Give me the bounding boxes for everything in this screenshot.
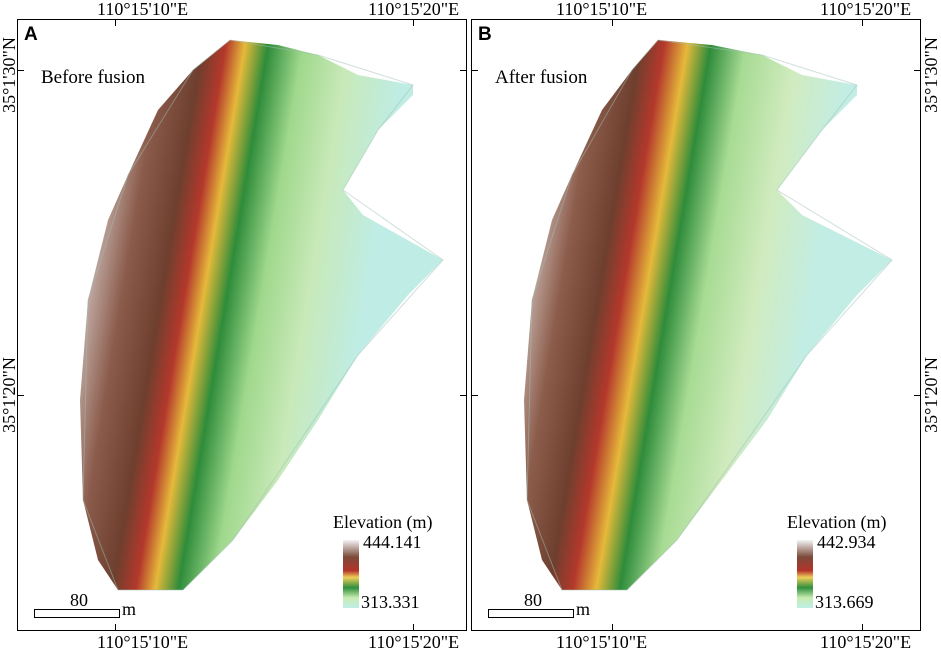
bottom-lon-label-a-right: 110°15'20"E [368, 632, 460, 652]
tick-b-left-upper [472, 70, 478, 71]
tick-a-left-upper [18, 70, 24, 71]
tick-b-top-right [862, 20, 863, 26]
tick-a-top-left [115, 20, 116, 26]
elevation-legend-b: Elevation (m) 442.934 313.669 [787, 512, 912, 622]
panel-letter-a: A [24, 24, 38, 45]
tick-a-bottom-right [413, 624, 414, 630]
tick-a-bottom-left [115, 624, 116, 630]
scale-box-a [34, 609, 120, 618]
panel-letter-b: B [478, 24, 492, 45]
bottom-lon-label-b-left: 110°15'10"E [556, 632, 648, 652]
scale-bar-a: 80 m [34, 590, 144, 620]
terrain-shape-a [80, 40, 443, 590]
lat-label-left-lower: 35°1'20"N [0, 357, 19, 433]
legend-color-ramp-a [343, 540, 359, 608]
legend-min-b: 313.669 [815, 592, 874, 612]
top-lon-label-a-right: 110°15'20"E [368, 0, 460, 19]
legend-title-a: Elevation (m) [333, 512, 433, 532]
panel-before-fusion: A Before fusion Elevation (m) 444.141 31… [17, 19, 467, 631]
legend-min-a: 313.331 [361, 592, 420, 612]
tick-b-top-left [612, 20, 613, 26]
elevation-map-a [80, 39, 444, 591]
bottom-lon-label-a-left: 110°15'10"E [97, 632, 189, 652]
scale-value-a: 80 [70, 590, 88, 610]
top-lon-label-a-left: 110°15'10"E [97, 0, 189, 19]
panel-subtitle-a: Before fusion [41, 67, 145, 88]
scale-unit-a: m [122, 599, 137, 619]
terrain-shape-b [524, 40, 892, 590]
tick-a-left-lower [18, 395, 24, 396]
tick-a-right-lower [460, 395, 466, 396]
legend-max-b: 442.934 [817, 532, 876, 552]
lat-label-mid-lower: 35°1'20"N [921, 357, 941, 433]
elevation-map-b [524, 39, 893, 591]
legend-max-a: 444.141 [363, 532, 422, 552]
legend-color-ramp-b [797, 540, 813, 608]
scale-unit-b: m [576, 599, 591, 619]
top-lon-label-b-left: 110°15'10"E [556, 0, 648, 19]
tick-a-top-right [413, 20, 414, 26]
lat-label-left-upper: 35°1'30"N [0, 37, 19, 113]
tick-a-right-upper [460, 70, 466, 71]
tick-b-left-lower [472, 395, 478, 396]
tick-b-right-lower [914, 395, 920, 396]
panel-after-fusion: B After fusion Elevation (m) 442.934 313… [471, 19, 921, 631]
top-lon-label-b-right: 110°15'20"E [820, 0, 912, 19]
scale-value-b: 80 [524, 590, 542, 610]
panel-subtitle-b: After fusion [495, 67, 588, 88]
tick-b-bottom-right [862, 624, 863, 630]
legend-title-b: Elevation (m) [787, 512, 887, 532]
elevation-legend-a: Elevation (m) 444.141 313.331 [333, 512, 458, 622]
lat-label-mid-upper: 35°1'30"N [921, 37, 941, 113]
scale-box-b [488, 609, 574, 618]
tick-b-bottom-left [612, 624, 613, 630]
tick-b-right-upper [914, 70, 920, 71]
bottom-lon-label-b-right: 110°15'20"E [820, 632, 912, 652]
scale-bar-b: 80 m [488, 590, 598, 620]
